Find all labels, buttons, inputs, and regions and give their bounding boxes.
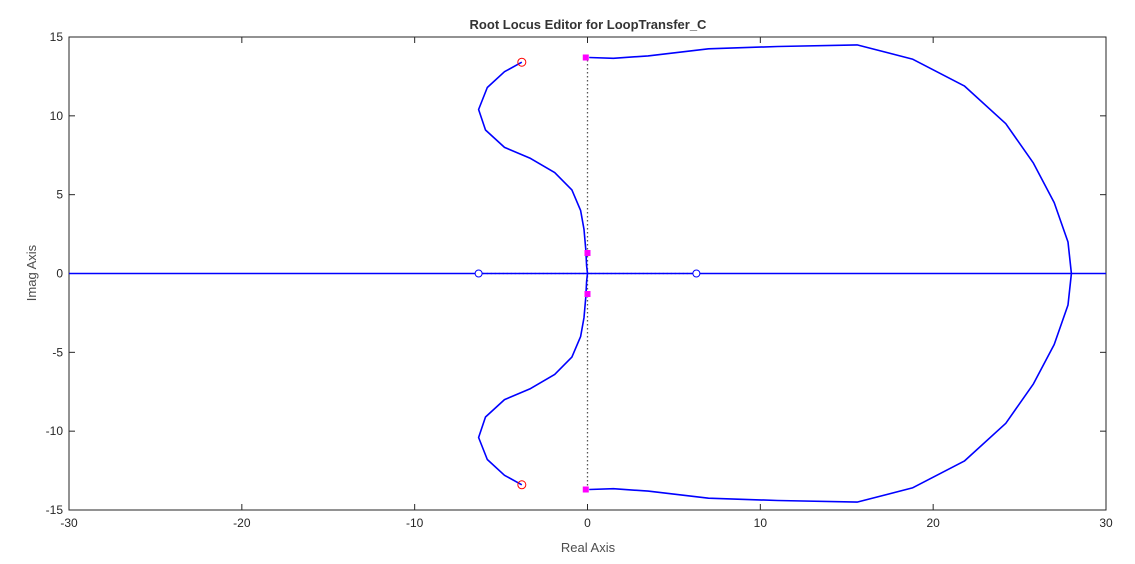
closed-loop-pole: [584, 250, 591, 257]
y-tick-label: 10: [50, 109, 64, 123]
closed-loop-pole: [584, 290, 591, 297]
y-tick-label: -10: [46, 424, 64, 438]
y-tick-label: -15: [46, 503, 64, 517]
open-loop-pole: [517, 57, 527, 67]
y-axis-title: Imag Axis: [24, 244, 39, 301]
x-tick-label: 10: [754, 516, 768, 530]
locus-branch-4: [589, 44, 1073, 503]
x-tick-label: -20: [233, 516, 251, 530]
x-tick-label: -30: [60, 516, 78, 530]
x-tick-label: 30: [1099, 516, 1113, 530]
closed-loop-pole: [582, 486, 589, 493]
y-tick-label: 15: [50, 30, 64, 44]
locus-branch-2: [477, 61, 589, 274]
chart-title: Root Locus Editor for LoopTransfer_C: [470, 17, 708, 32]
x-tick-label: -10: [406, 516, 424, 530]
open-loop-zero: [692, 269, 701, 278]
open-loop-zero: [474, 269, 483, 278]
open-loop-pole: [517, 480, 527, 490]
y-tick-label: -5: [52, 345, 63, 359]
locus-branch-3: [477, 273, 589, 486]
y-tick-label: 5: [56, 188, 63, 202]
y-tick-label: 0: [56, 267, 63, 281]
x-tick-label: 20: [926, 516, 940, 530]
x-axis-title: Real Axis: [561, 540, 616, 555]
closed-loop-pole: [582, 54, 589, 61]
x-tick-label: 0: [584, 516, 591, 530]
